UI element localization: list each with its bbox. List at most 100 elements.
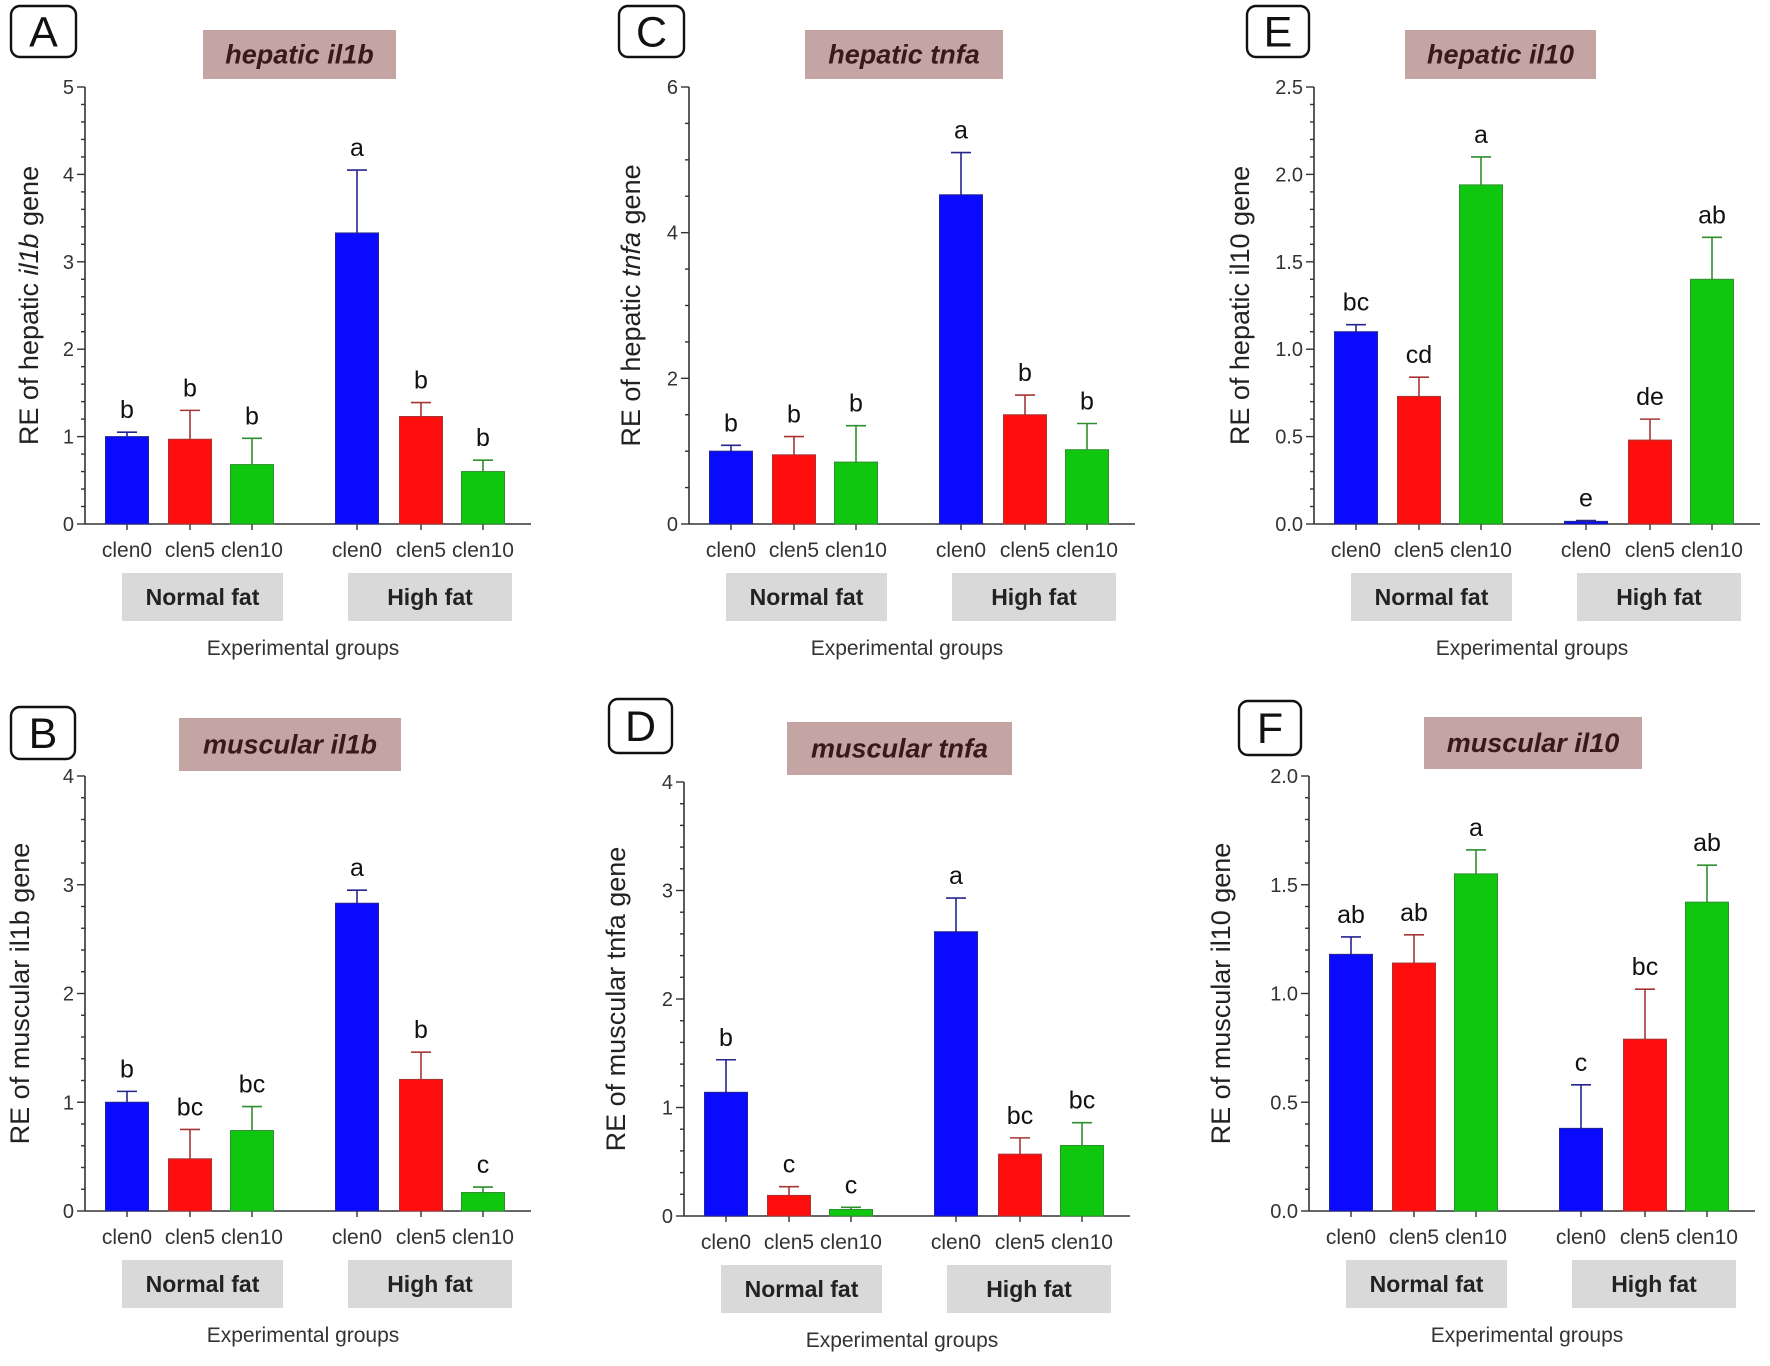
error-bar-A-2: [242, 437, 262, 465]
significance-letter-A-3: a: [350, 134, 364, 162]
bar-B-2: [230, 1130, 274, 1212]
significance-letter-D-4: bc: [1007, 1102, 1033, 1130]
y-tick-label-E-3: 1.5: [1275, 252, 1303, 274]
y-tick-label-B-2: 2: [63, 984, 74, 1006]
x-axis-label-E: Experimental groups: [1436, 637, 1629, 660]
bar-D-4: [998, 1153, 1042, 1217]
significance-letter-A-1: b: [183, 374, 197, 402]
bar-E-4: [1628, 439, 1672, 525]
y-tick-label-F-0: 0.0: [1270, 1201, 1298, 1223]
panel-letter-box-A: [9, 4, 78, 59]
x-tick-label-C-1: clen5: [769, 539, 819, 562]
group-box-A-0: [122, 573, 283, 621]
group-box-B-1: [348, 1260, 512, 1308]
panel-letter-E: E: [1264, 9, 1293, 57]
chart-title-F: muscular il10: [1447, 728, 1620, 758]
bar-B-1: [168, 1158, 212, 1212]
x-tick-label-E-2: clen10: [1450, 539, 1512, 562]
error-bar-D-1: [779, 1185, 799, 1196]
chart-title-E: hepatic il10: [1427, 40, 1574, 70]
error-bar-B-5: [473, 1186, 493, 1193]
bar-E-5: [1690, 278, 1734, 525]
y-tick-label-D-0: 0: [662, 1206, 673, 1228]
bar-B-4: [399, 1078, 443, 1212]
significance-letter-C-3: a: [954, 117, 968, 145]
error-bar-A-1: [180, 409, 200, 440]
error-bar-F-1: [1404, 933, 1424, 964]
group-label-E-1: High fat: [1616, 584, 1702, 610]
significance-letter-B-1: bc: [177, 1093, 203, 1121]
x-tick-label-C-3: clen0: [936, 539, 986, 562]
error-bar-E-0: [1346, 323, 1366, 332]
panel-letter-A: A: [29, 9, 58, 57]
bar-C-3: [939, 194, 983, 525]
error-bar-D-2: [841, 1206, 861, 1210]
panel-letter-box-D: [607, 697, 674, 755]
y-tick-label-A-0: 0: [63, 514, 74, 536]
x-tick-label-C-5: clen10: [1056, 539, 1118, 562]
error-bar-C-0: [721, 444, 741, 452]
error-bar-E-5: [1702, 236, 1722, 280]
error-bar-F-3: [1571, 1084, 1591, 1129]
significance-letter-B-5: c: [477, 1151, 490, 1179]
y-tick-label-C-3: 6: [667, 77, 678, 99]
y-tick-label-B-4: 4: [63, 766, 74, 788]
error-bar-F-0: [1341, 936, 1361, 955]
bar-A-3: [335, 232, 379, 525]
chart-title-box-B: [179, 718, 401, 771]
y-tick-label-A-2: 2: [63, 339, 74, 361]
error-bar-F-5: [1697, 864, 1717, 903]
x-tick-label-D-1: clen5: [764, 1231, 814, 1254]
panel-letter-box-C: [617, 4, 686, 59]
y-axis-label-part-C-1: tnfa: [616, 232, 646, 277]
bar-E-3: [1564, 520, 1608, 525]
group-label-B-1: High fat: [387, 1271, 473, 1297]
x-tick-label-A-0: clen0: [102, 539, 152, 562]
y-tick-label-E-0: 0.0: [1275, 514, 1303, 536]
x-tick-label-B-0: clen0: [102, 1226, 152, 1249]
group-box-E-0: [1351, 573, 1512, 621]
bar-C-1: [772, 454, 816, 525]
bar-C-4: [1003, 414, 1047, 525]
group-label-C-0: Normal fat: [750, 584, 864, 610]
x-axis-label-F: Experimental groups: [1431, 1324, 1624, 1347]
bar-C-0: [709, 450, 753, 525]
x-tick-label-C-0: clen0: [706, 539, 756, 562]
x-axis-label-D: Experimental groups: [806, 1329, 999, 1352]
y-axis-label-F: RE of muscular il10 gene: [1206, 843, 1236, 1145]
error-bar-A-4: [411, 401, 431, 417]
y-tick-label-B-3: 3: [63, 875, 74, 897]
x-tick-label-F-3: clen0: [1556, 1226, 1606, 1249]
panel-letter-F: F: [1257, 705, 1283, 753]
y-tick-label-E-4: 2.0: [1275, 164, 1303, 186]
y-axis-label-part-C-0: RE of hepatic: [616, 277, 646, 447]
group-box-D-1: [947, 1265, 1111, 1313]
significance-letter-C-4: b: [1018, 359, 1032, 387]
chart-title-box-E: [1405, 30, 1596, 79]
panel-letter-box-E: [1245, 4, 1311, 59]
y-tick-label-B-0: 0: [63, 1201, 74, 1223]
error-bar-A-3: [347, 169, 367, 233]
y-axis-label-part-A-0: RE of hepatic: [14, 276, 44, 446]
bar-D-1: [767, 1194, 811, 1217]
y-tick-label-F-2: 1.0: [1270, 984, 1298, 1006]
group-box-C-0: [726, 573, 887, 621]
x-tick-label-A-4: clen5: [396, 539, 446, 562]
x-tick-label-B-2: clen10: [221, 1226, 283, 1249]
bar-B-0: [105, 1101, 149, 1212]
y-axis-label-part-B-0: RE of muscular il1b gene: [5, 843, 35, 1145]
error-bar-D-3: [946, 897, 966, 932]
x-tick-label-F-4: clen5: [1620, 1226, 1670, 1249]
error-bar-C-3: [951, 151, 971, 195]
significance-letter-D-0: b: [719, 1024, 733, 1052]
significance-letter-D-3: a: [949, 862, 963, 890]
error-bar-E-1: [1409, 376, 1429, 397]
significance-letter-C-1: b: [787, 401, 801, 429]
significance-letter-E-3: e: [1579, 485, 1593, 513]
bar-A-2: [230, 464, 274, 525]
x-tick-label-F-5: clen10: [1676, 1226, 1738, 1249]
x-tick-label-A-2: clen10: [221, 539, 283, 562]
bar-E-2: [1459, 184, 1503, 525]
group-label-D-1: High fat: [986, 1276, 1072, 1302]
